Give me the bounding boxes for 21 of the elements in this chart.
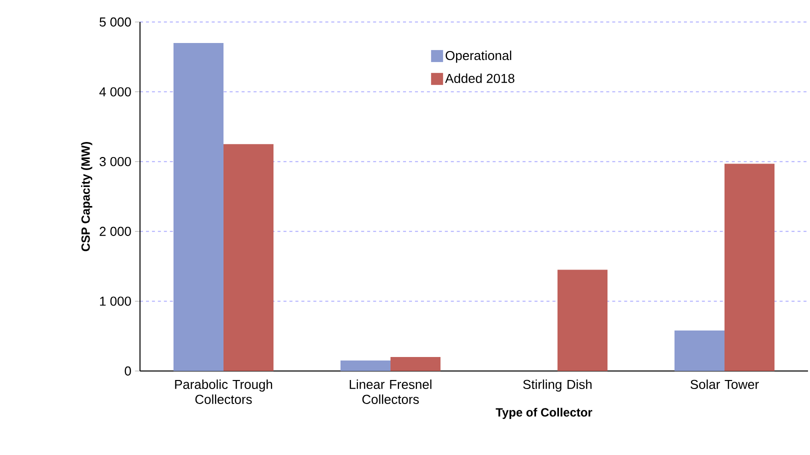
y-tick-label: 0 — [124, 366, 131, 376]
bar — [224, 144, 274, 371]
y-tick-label: 5 000 — [100, 17, 131, 27]
legend-label: Added 2018 — [445, 73, 514, 83]
x-tick-label: Parabolic Trough Collectors — [175, 380, 272, 404]
bar — [340, 360, 390, 371]
y-tick-label: 2 000 — [100, 226, 131, 236]
legend-label: Operational — [446, 50, 512, 63]
y-tick-label: 1 000 — [100, 296, 131, 306]
bar — [674, 330, 725, 371]
x-axis-title: Type of Collector — [496, 408, 592, 419]
x-tick-label: Solar Tower — [690, 380, 759, 390]
y-axis-title: CSP Capacity (MW) — [81, 142, 92, 252]
y-tick-label: 3 000 — [100, 157, 131, 166]
bar — [174, 42, 224, 371]
y-tick-label: 4 000 — [99, 87, 131, 96]
x-tick-label: Linear Fresnel Collectors — [350, 380, 432, 404]
x-tick-label: Stirling Dish — [523, 380, 592, 392]
bar — [724, 164, 775, 371]
bar — [558, 270, 608, 371]
bar — [390, 357, 441, 371]
